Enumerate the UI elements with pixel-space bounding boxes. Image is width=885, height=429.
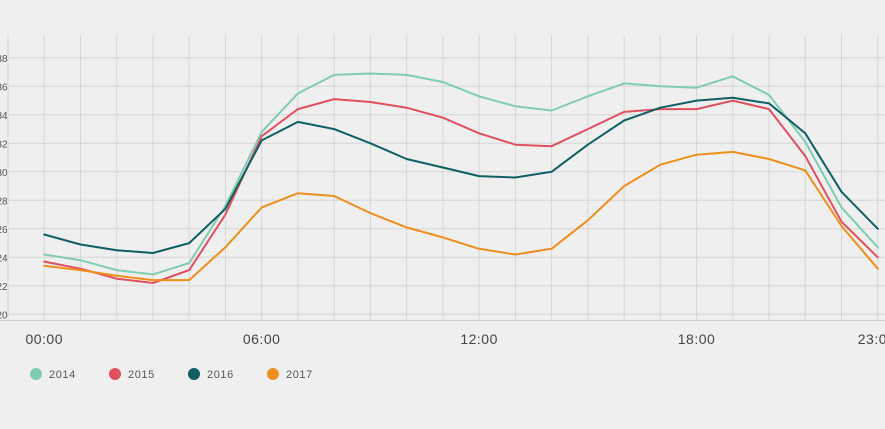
x-tick-label: 06:00 — [243, 331, 281, 347]
legend-swatch — [267, 368, 279, 380]
legend-swatch — [188, 368, 200, 380]
y-tick-label: 28 — [0, 196, 8, 207]
y-tick-label: 20 — [0, 310, 8, 321]
legend-swatch — [30, 368, 42, 380]
series-line-2017 — [43, 150, 879, 282]
y-axis-ticks: 20 22 24 26 28 30 32 34 36 38 — [0, 54, 8, 321]
legend-label: 2016 — [207, 369, 234, 381]
series-line-2015 — [43, 98, 879, 284]
legend-item-2014: 2014 — [30, 368, 76, 381]
x-tick-label: 00:00 — [25, 331, 63, 347]
y-tick-label: 30 — [0, 168, 8, 179]
legend-label: 2014 — [49, 369, 76, 381]
series-line-2014 — [43, 72, 879, 276]
x-tick-label: 12:00 — [460, 331, 498, 347]
legend-item-2017: 2017 — [267, 368, 313, 381]
legend-label: 2015 — [128, 369, 155, 381]
series-line-2016 — [43, 96, 879, 254]
y-tick-label: 26 — [0, 225, 8, 236]
x-tick-label: 23:00 — [858, 331, 885, 347]
y-tick-label: 36 — [0, 82, 8, 93]
y-tick-label: 22 — [0, 282, 8, 293]
legend-item-2015: 2015 — [109, 368, 155, 381]
legend-swatch — [109, 368, 121, 380]
x-tick-label: 18:00 — [678, 331, 716, 347]
y-tick-label: 24 — [0, 253, 8, 264]
y-tick-label: 34 — [0, 111, 8, 122]
series-lines — [43, 72, 879, 284]
y-tick-label: 32 — [0, 139, 8, 150]
y-tick-label: 38 — [0, 54, 8, 65]
legend-label: 2017 — [286, 369, 313, 381]
legend: 2014 2015 2016 2017 — [30, 368, 313, 381]
x-axis-ticks: 00:00 06:00 12:00 18:00 23:00 — [25, 331, 885, 347]
legend-item-2016: 2016 — [188, 368, 234, 381]
